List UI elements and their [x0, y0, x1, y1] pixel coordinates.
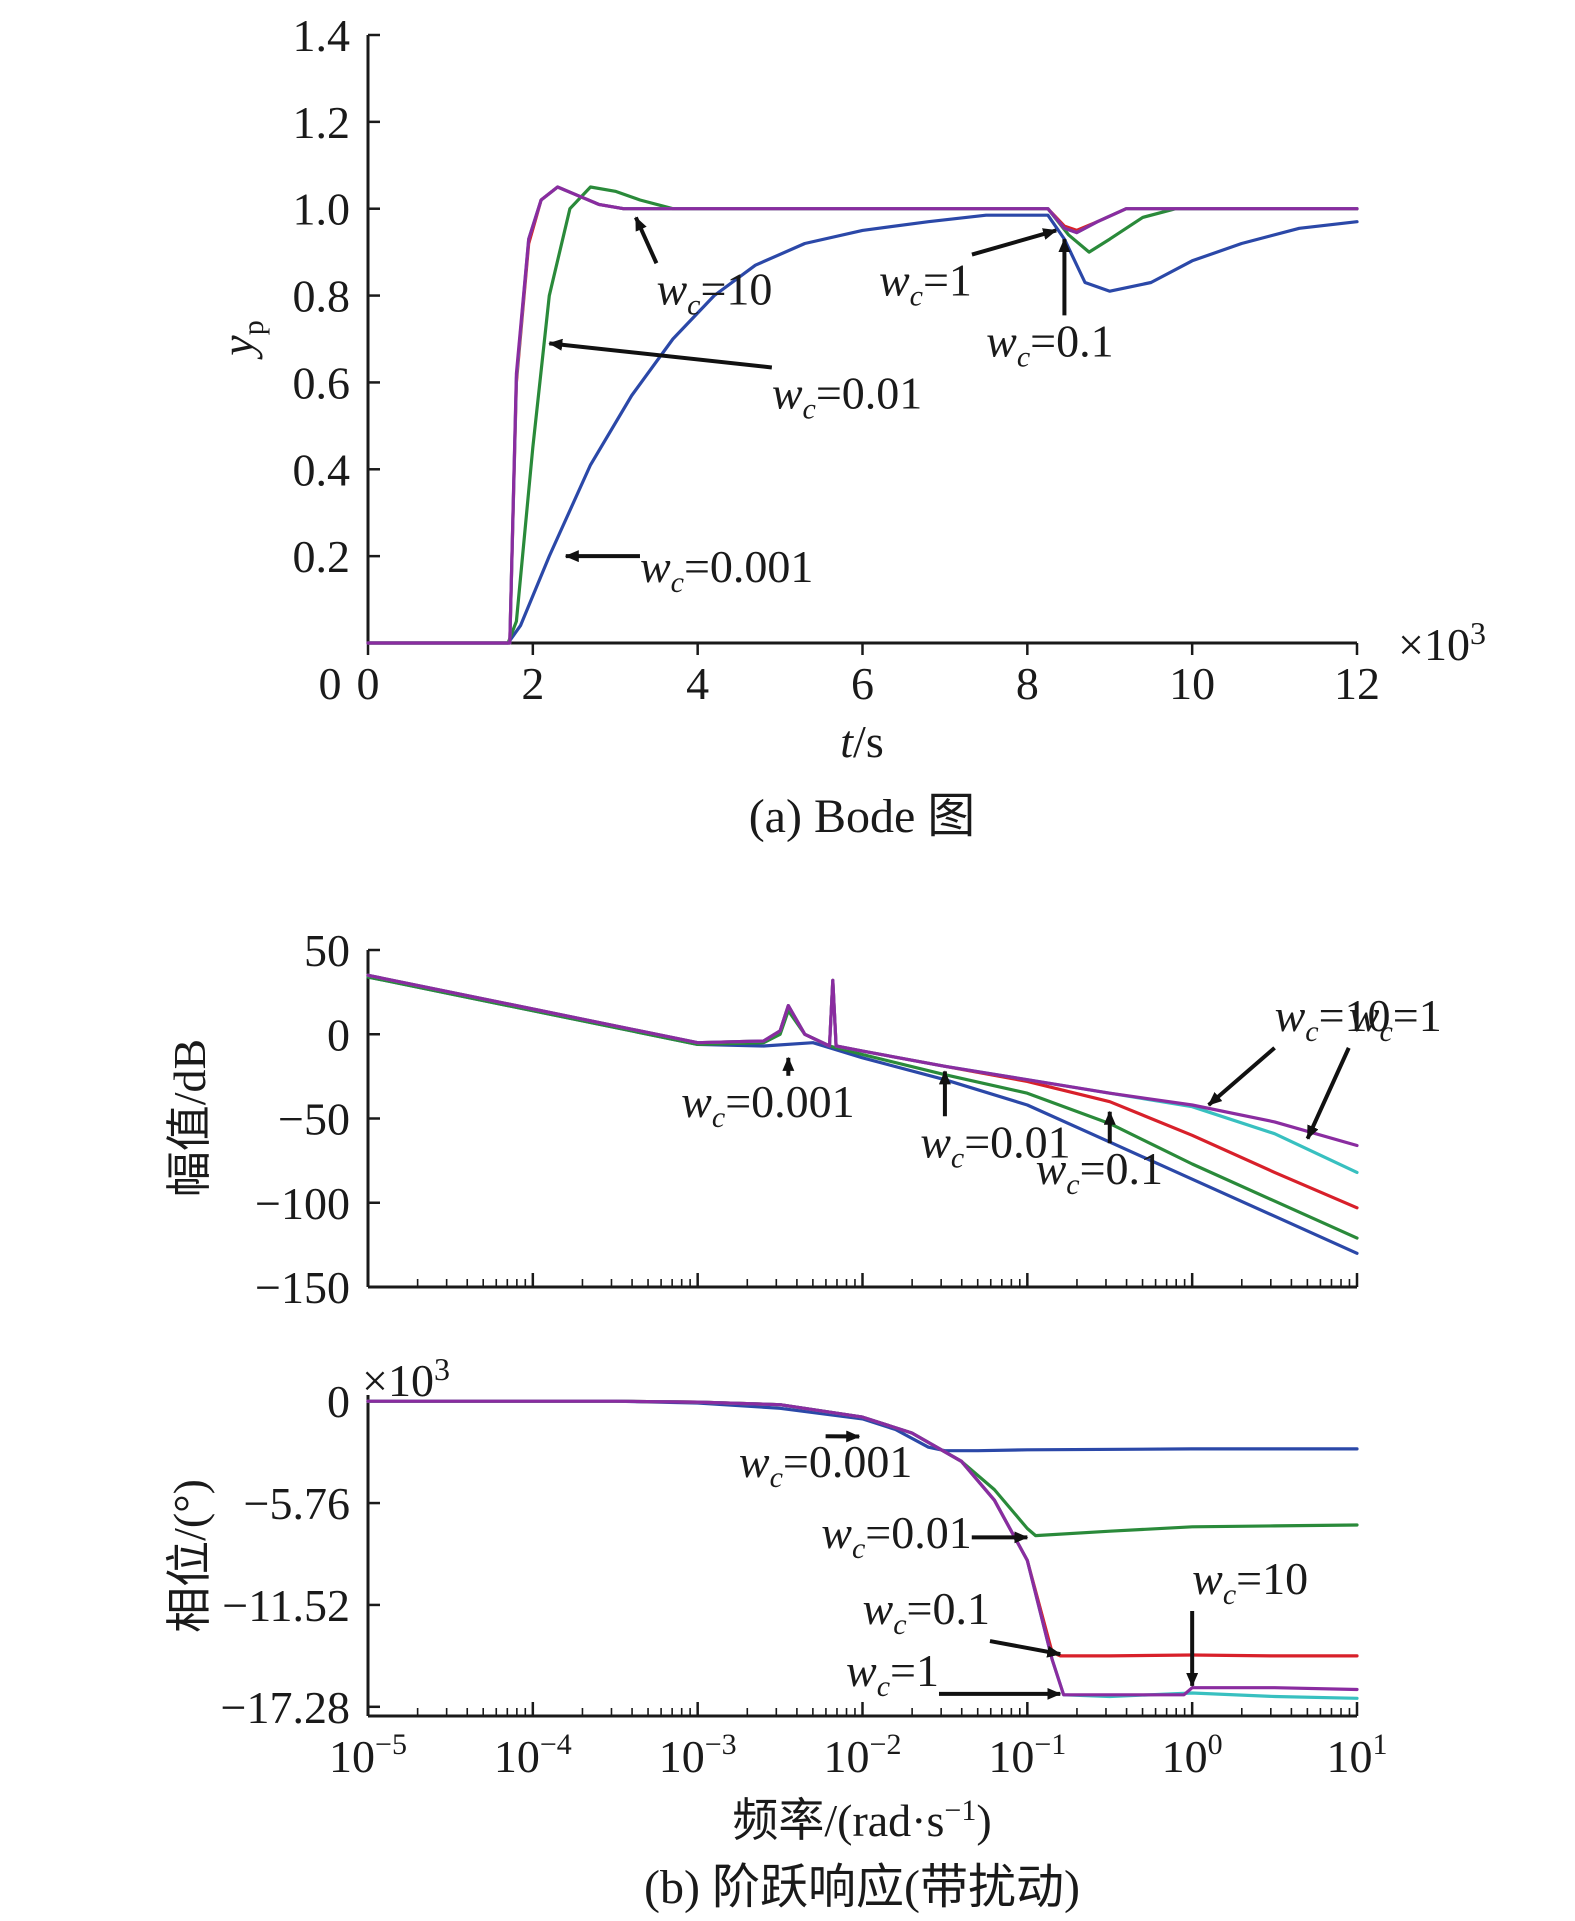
annotation-phase-1: wc=0.01: [821, 1507, 971, 1565]
x-axis-label-a: t/s: [840, 716, 883, 767]
y-tick-label-mag: −150: [255, 1262, 350, 1313]
x-multiplier-a: ×103: [1398, 615, 1486, 670]
y-tick-label-phase: −17.28: [221, 1682, 350, 1733]
annotation-a-2: wc=0.1: [986, 315, 1113, 373]
annotation-mag-4: wc=0.1: [1036, 1143, 1163, 1201]
y-axis-label-mag: 幅值/dB: [164, 1039, 215, 1197]
y-tick-label-mag: −50: [278, 1094, 350, 1145]
y-tick-label-a: 0.2: [293, 531, 351, 582]
x-tick-label-a: 6: [851, 658, 874, 709]
x-tick-label-phase: 101: [1327, 1728, 1388, 1782]
annotation-mag-2: wc=0.001: [681, 1076, 854, 1134]
y-tick-label-mag: −100: [255, 1178, 350, 1229]
annotation-mag-3: wc=0.01: [920, 1116, 1070, 1174]
x-tick-label-a: 8: [1016, 658, 1039, 709]
annotation-a-0: wc=10: [656, 263, 772, 321]
annotation-a-1: wc=1: [879, 255, 972, 313]
annotation-phase-3: wc=10: [1192, 1553, 1308, 1611]
arrow-phase-2: [989, 1639, 1062, 1658]
y-tick-label-mag: 0: [327, 1009, 350, 1060]
arrow-a-3: [548, 338, 773, 370]
arrow-a-0: [634, 216, 659, 265]
x-tick-label-a: 4: [686, 658, 709, 709]
annotation-mag-0: wc=10: [1275, 990, 1391, 1048]
y-axis-label-a: yp: [212, 320, 270, 359]
annotation-phase-2: wc=0.1: [863, 1583, 990, 1641]
series-mag-w-c-10: [366, 973, 1359, 1148]
y-tick-label-a: 0.4: [293, 444, 351, 495]
caption-a: (a) Bode 图: [749, 790, 976, 843]
x-tick-label-a: 0: [357, 658, 380, 709]
x-tick-label-phase: 10−1: [988, 1728, 1066, 1782]
x-tick-label-phase: 100: [1162, 1728, 1223, 1782]
x-tick-label-phase: 10−5: [329, 1728, 407, 1782]
annotation-mag-1: wc=1: [1349, 990, 1442, 1048]
y-axis-label-phase: 相位/(°): [164, 1479, 215, 1633]
annotation-a-3: wc=0.01: [772, 367, 922, 425]
series-a-w-c-10: [366, 185, 1359, 645]
chart-bode-phase: 10−5 10−4 10−3 10−2 10−1 100 101 0 −5.76 −11.52 −1…: [164, 1351, 1388, 1914]
x-tick-label-a: 12: [1334, 658, 1380, 709]
x-axis-label-phase: 频率/(rad·s−1): [732, 1794, 991, 1846]
y-tick-label-a: 1.0: [293, 184, 351, 235]
annotation-phase-0: wc=0.001: [739, 1436, 912, 1494]
arrow-a-1: [971, 228, 1058, 257]
caption-b: (b) 阶跃响应(带扰动): [644, 1861, 1080, 1914]
y-tick-label-a: 1.2: [293, 97, 351, 148]
y-tick-label-phase: −5.76: [244, 1478, 350, 1529]
x-tick-label-phase: 10−2: [824, 1728, 902, 1782]
annotation-a-4: wc=0.001: [640, 541, 813, 599]
y-tick-label-phase: −11.52: [222, 1580, 350, 1631]
series-phase-w-c-10: [366, 1399, 1359, 1697]
series-mag-w-c-0-001: [366, 975, 1359, 1255]
y-tick-label-a: 0.8: [293, 271, 351, 322]
y-tick-label-mag: 50: [304, 925, 350, 976]
y-multiplier-phase: ×103: [362, 1351, 450, 1406]
y-tick-label-a: 1.4: [293, 10, 351, 61]
y-zero-label-a: 0: [319, 658, 342, 709]
x-tick-label-a: 2: [521, 658, 544, 709]
x-tick-label-phase: 10−4: [494, 1728, 572, 1782]
y-tick-label-phase: 0: [327, 1376, 350, 1427]
x-tick-label-a: 10: [1169, 658, 1215, 709]
arrow-mag-1: [1305, 1047, 1351, 1140]
y-tick-label-a: 0.6: [293, 357, 351, 408]
x-tick-label-phase: 10−3: [659, 1728, 737, 1782]
arrow-mag-0: [1207, 1046, 1276, 1107]
annotation-phase-4: wc=1: [846, 1645, 939, 1703]
series-a-w-c-0-001: [366, 213, 1359, 645]
